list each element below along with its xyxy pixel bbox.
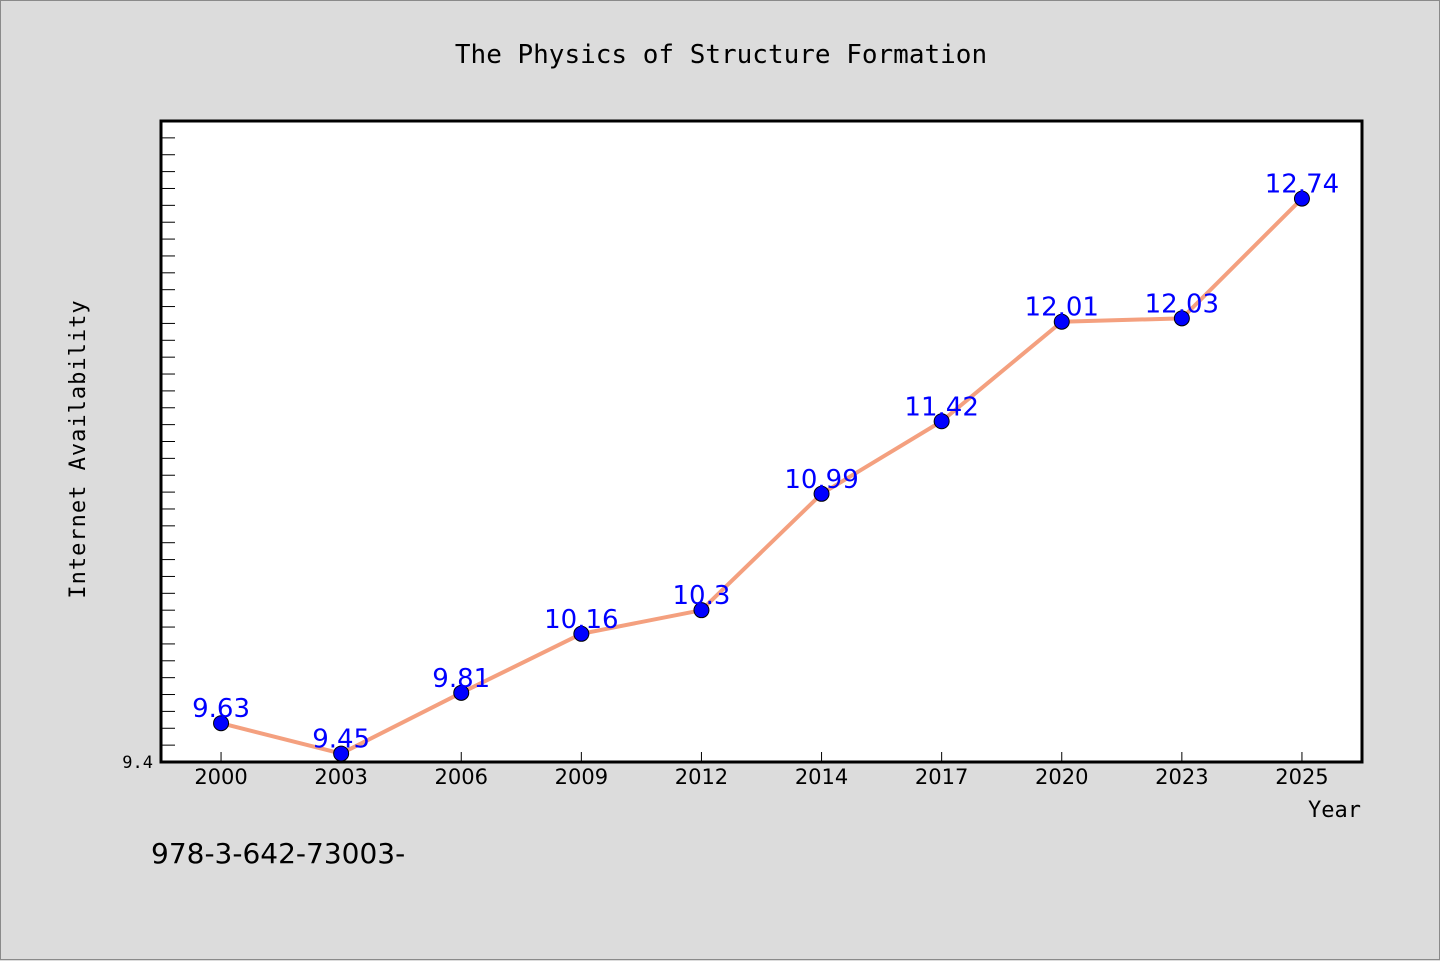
data-label: 9.63 [192,694,250,724]
data-point [453,684,470,701]
data-label: 9.81 [432,664,490,694]
x-tick-label: 2006 [435,765,488,789]
y-tick-label: 9.4 [122,753,153,773]
x-tick-label: 2000 [194,765,247,789]
x-tick-label: 2009 [555,765,608,789]
chart-title: The Physics of Structure Formation [455,40,987,70]
plot-frame [159,119,1364,764]
data-label: 10.99 [784,465,858,495]
x-tick-label: 2020 [1035,765,1088,789]
data-point [693,602,710,619]
data-label: 11.42 [904,392,978,422]
x-tick-label: 2017 [915,765,968,789]
data-label: 12.01 [1025,293,1099,323]
data-point [1293,190,1310,207]
data-point [1053,313,1070,330]
data-labels: 9.63 9.45 9.81 10.16 10.3 10.99 11.42 12.01 12.0… [192,170,1339,755]
data-label: 12.03 [1145,289,1219,319]
data-label: 12.74 [1265,170,1339,200]
annotation-text: 978-3-642-73003- [151,837,405,870]
plot-area [161,121,1362,762]
data-point [213,715,230,732]
y-axis-label: Internet Availability [66,299,91,598]
x-tick-label: 2003 [314,765,367,789]
data-label: 10.3 [673,581,731,611]
series-line [219,196,1304,756]
data-label: 10.16 [544,605,618,635]
data-point [1173,310,1190,327]
data-point [933,413,950,430]
x-tick-label: 2012 [675,765,728,789]
x-axis-ticks: 2000 2003 2006 2009 2012 2014 2017 2020 2023 2025 [194,752,1329,789]
x-tick-label: 2025 [1275,765,1328,789]
x-axis-label: Year [1308,798,1361,823]
x-tick-label: 2023 [1155,765,1208,789]
data-point [813,485,830,502]
data-label: 9.45 [312,725,370,755]
data-point [573,625,590,642]
y-axis-ticks: 9.4 [122,137,175,773]
x-tick-label: 2014 [795,765,848,789]
series-group [213,190,1310,762]
